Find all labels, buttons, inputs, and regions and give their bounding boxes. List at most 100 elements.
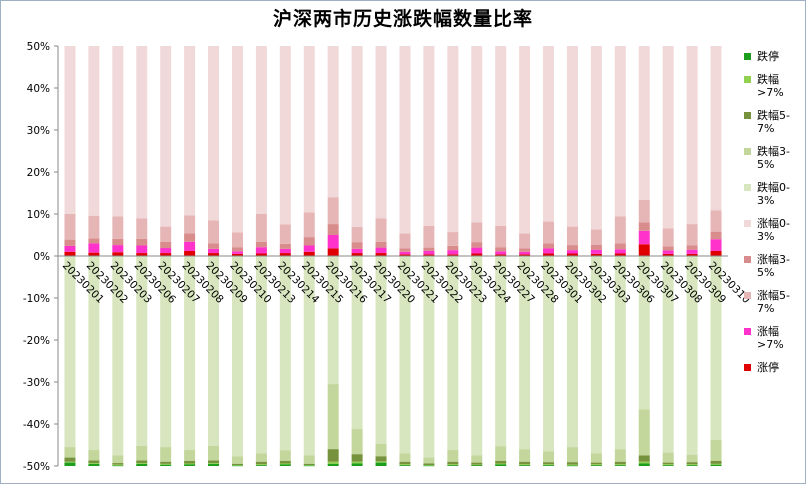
bar-segment (303, 463, 315, 466)
bar-segment (375, 218, 387, 242)
bar-segment (184, 241, 196, 251)
bar-segment (399, 254, 411, 256)
bar-segment (543, 256, 555, 452)
bar-segment (160, 248, 172, 254)
bar-segment (112, 464, 124, 466)
y-tick-label: 20% (27, 167, 50, 179)
legend-swatch (744, 256, 751, 263)
bar-segment (208, 253, 220, 256)
bar-segment (423, 465, 435, 467)
bar-segment (590, 229, 602, 245)
bar-segment (208, 46, 220, 221)
legend-swatch (744, 220, 751, 227)
bar-segment (686, 256, 698, 455)
bar-segment (112, 252, 124, 256)
bar-segment (160, 241, 172, 249)
bar-segment (375, 241, 387, 248)
bar-segment (423, 463, 435, 466)
bar-segment (184, 233, 196, 242)
bar-segment (351, 242, 363, 249)
bar-segment (255, 453, 267, 462)
bar-segment (231, 465, 243, 466)
bar-segment (327, 461, 339, 464)
bar-segment (64, 245, 76, 252)
bar-segment (399, 233, 411, 249)
bar-segment (88, 463, 100, 464)
bar-segment (160, 447, 172, 462)
bar-segment (566, 226, 578, 246)
bar-segment (566, 250, 578, 254)
bar-segment (686, 465, 698, 466)
bar-segment (88, 256, 100, 451)
bar-segment (327, 449, 339, 462)
bar-segment (231, 247, 243, 252)
legend-item: 涨幅5-7% (744, 289, 806, 315)
bar-segment (64, 256, 76, 448)
legend-label: 涨幅3-5% (757, 253, 790, 279)
bar-segment (662, 250, 674, 254)
bar-segment (566, 447, 578, 463)
bar-segment (710, 439, 722, 461)
bar-segment (590, 465, 602, 466)
legend: 跌停 跌幅>7% 跌幅5-7% 跌幅3-5% 跌幅0-3% 涨幅0-3% 涨幅3-5% 涨幅5… (744, 50, 806, 384)
bar-segment (208, 463, 220, 464)
bar-segment (184, 450, 196, 461)
bar-segment (184, 215, 196, 234)
bar-segment (375, 462, 387, 466)
legend-item: 涨停 (744, 361, 806, 374)
legend-item: 跌幅>7% (744, 73, 806, 99)
bar-segment (112, 463, 124, 465)
bar-segment (519, 254, 531, 256)
bar-segment (351, 463, 363, 466)
bar-segment (614, 464, 626, 466)
bar-segment (351, 253, 363, 256)
bar-segment (208, 445, 220, 461)
bar-segment (471, 455, 483, 463)
bar-segment (255, 465, 267, 466)
bar-segment (184, 464, 196, 466)
bar-segment (686, 245, 698, 250)
bar-segment (662, 253, 674, 256)
bar-segment (279, 463, 291, 465)
bar-segment (231, 456, 243, 464)
bar-segment (351, 46, 363, 228)
bar-segment (519, 251, 531, 255)
bar-segment (112, 46, 124, 217)
legend-item: 跌幅3-5% (744, 145, 806, 171)
bar-segment (519, 233, 531, 249)
bar-segment (710, 460, 722, 464)
bar-segment (303, 251, 315, 256)
bar-segment (88, 215, 100, 239)
bar-segment (64, 447, 76, 458)
bar-segment (423, 247, 435, 251)
bar-segment (231, 251, 243, 254)
bar-segment (255, 461, 267, 465)
bar-segment (686, 46, 698, 225)
bar-segment (112, 238, 124, 246)
bar-segment (447, 250, 459, 255)
bar-segment (495, 251, 507, 255)
bar-segment (112, 465, 124, 467)
bar-segment (710, 250, 722, 256)
bar-segment (543, 46, 555, 222)
bar-segment (710, 239, 722, 251)
bar-segment (638, 222, 650, 231)
bar-segment (447, 254, 459, 256)
legend-item: 跌幅0-3% (744, 181, 806, 207)
bar-segment (136, 253, 148, 256)
bar-segment (662, 256, 674, 453)
bar-segment (327, 46, 339, 198)
bar-segment (399, 251, 411, 255)
y-tick-label: 0% (33, 251, 50, 263)
bar-segment (208, 248, 220, 254)
bar-segment (64, 461, 76, 463)
bar-segment (662, 464, 674, 466)
bar-segment (519, 464, 531, 466)
legend-swatch (744, 364, 751, 371)
bar-segment (136, 218, 148, 239)
bar-segment (279, 248, 291, 254)
bar-segment (399, 461, 411, 465)
bar-segment (519, 461, 531, 465)
bar-segment (590, 256, 602, 454)
bar-segment (710, 231, 722, 240)
